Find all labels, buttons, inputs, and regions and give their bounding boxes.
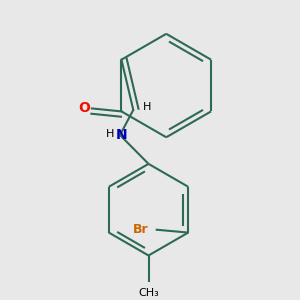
Text: O: O (79, 101, 91, 116)
Text: H: H (142, 102, 151, 112)
Text: H: H (106, 129, 114, 139)
Text: N: N (116, 128, 127, 142)
Text: Br: Br (133, 223, 148, 236)
Text: CH₃: CH₃ (138, 288, 159, 298)
